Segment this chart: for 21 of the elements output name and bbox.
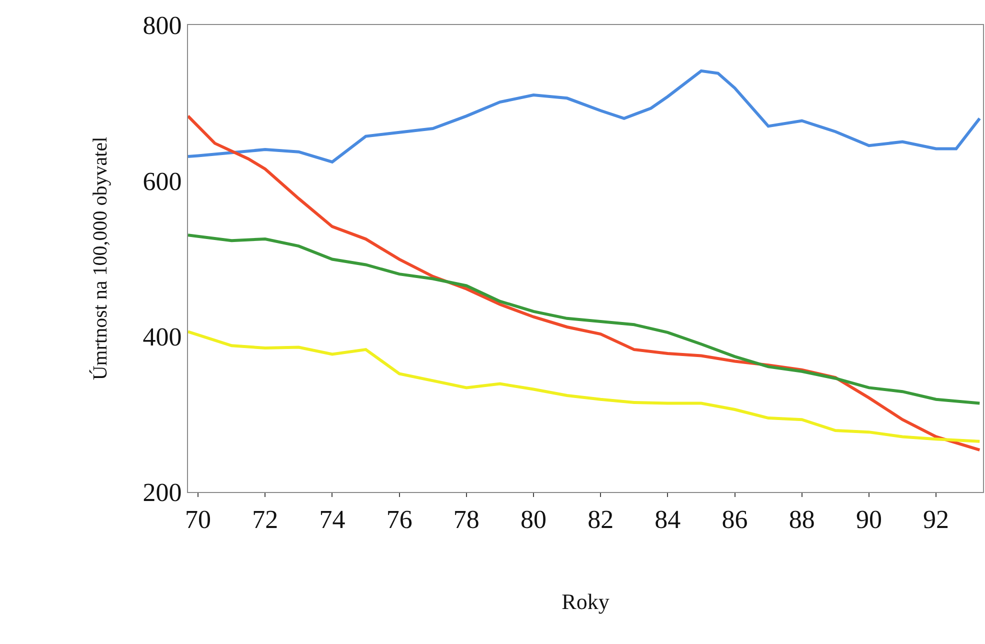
x-tick-label: 92 [923,505,950,534]
y-tick-label: 800 [142,11,182,40]
x-tick-label: 76 [386,505,412,534]
y-axis-title: Úmrtnost na 100,000 obyvatel [88,136,112,380]
x-tick-label: 70 [185,505,212,534]
x-axis-title: Roky [562,589,610,614]
x-tick-label: 86 [722,505,748,534]
y-tick-label: 600 [142,166,182,196]
x-tick-label: 90 [856,505,882,534]
x-tick-label: 72 [252,505,278,534]
x-tick-label: 78 [453,505,480,534]
x-tick-label: 80 [520,505,547,534]
y-tick-label: 400 [142,322,182,352]
x-tick-label: 84 [654,505,681,534]
line-series [188,234,982,405]
y-tick-label: 200 [142,478,182,508]
line-series [188,69,982,164]
x-tick-label: 88 [788,505,815,534]
x-tick-label: 74 [319,505,346,534]
line-series [188,330,982,443]
x-tick-label: 82 [588,505,614,534]
